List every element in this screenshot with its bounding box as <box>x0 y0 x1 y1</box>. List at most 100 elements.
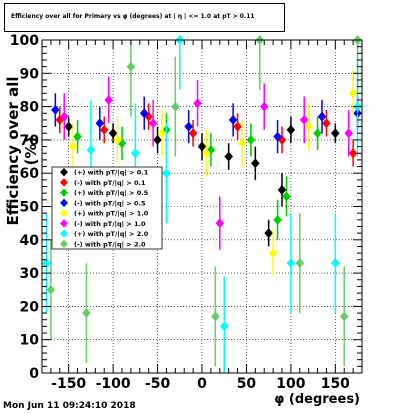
y-tick-label: 20 <box>20 299 40 315</box>
x-tick-label: 150 <box>321 376 350 392</box>
legend-marker <box>60 168 68 177</box>
data-point <box>202 148 211 159</box>
plot-area <box>42 35 362 373</box>
y-tick-label: 30 <box>20 266 40 282</box>
data-point <box>348 88 358 99</box>
data-point <box>64 121 73 132</box>
data-point <box>157 128 167 139</box>
data-point <box>59 111 69 122</box>
x-tick-label: 100 <box>276 376 305 392</box>
series-0 <box>64 116 340 247</box>
x-tick-label: -50 <box>145 376 171 392</box>
data-point <box>104 94 113 105</box>
data-point <box>193 98 202 109</box>
y-tick-label: 60 <box>20 166 40 182</box>
data-point <box>131 148 140 159</box>
data-point <box>82 308 91 319</box>
y-tick-label: 0 <box>29 366 39 382</box>
data-point <box>246 134 256 145</box>
data-point <box>224 151 233 162</box>
x-tick-label: -150 <box>51 376 86 392</box>
y-axis-label: Efficiency over all (%) <box>4 76 40 226</box>
data-point <box>188 128 198 139</box>
legend-marker <box>60 239 68 248</box>
legend-marker <box>60 229 68 238</box>
data-point <box>344 128 353 139</box>
data-point <box>108 128 118 139</box>
data-point <box>299 114 309 125</box>
data-point <box>273 131 282 142</box>
title-box: Efficiency over all for Primary vs φ (de… <box>4 3 285 32</box>
data-point <box>331 258 340 269</box>
legend-label: (-) with pT/|q| > 2.0 <box>74 240 146 249</box>
data-point <box>139 108 149 119</box>
data-point <box>215 218 225 229</box>
data-point <box>171 101 180 112</box>
data-point <box>51 104 60 115</box>
data-point <box>268 248 278 259</box>
legend-label: (+) with pT/|q| > 0.5 <box>74 189 149 198</box>
legend: (+) with pT/|q| > 0.1(-) with pT/|q| > 0… <box>51 166 163 250</box>
data-point <box>237 138 247 149</box>
data-point <box>282 191 291 202</box>
timestamp: Mon Jun 11 09:24:10 2018 <box>3 401 136 411</box>
legend-label: (+) with pT/|q| > 0.1 <box>74 169 149 178</box>
legend-marker <box>60 178 68 187</box>
legend-box <box>51 166 163 250</box>
data-point <box>313 128 322 139</box>
legend-label: (-) with pT/|q| > 0.1 <box>74 179 146 188</box>
data-point <box>286 258 296 269</box>
y-tick-label: 50 <box>20 200 40 216</box>
data-point <box>126 61 136 72</box>
legend-label: (+) with pT/|q| > 2.0 <box>74 230 149 239</box>
data-point <box>162 168 171 179</box>
data-point <box>264 228 273 239</box>
legend-marker <box>60 188 68 197</box>
data-point <box>251 158 260 169</box>
y-tick-label: 80 <box>20 100 40 116</box>
data-point <box>99 124 109 135</box>
x-tick-label: 0 <box>197 376 207 392</box>
data-point <box>211 311 220 322</box>
data-point <box>233 121 242 132</box>
legend-label: (+) with pT/|q| > 1.0 <box>74 210 149 219</box>
data-point <box>148 118 158 129</box>
data-point <box>113 134 122 145</box>
series-4 <box>68 69 358 277</box>
data-point <box>46 284 56 295</box>
data-point <box>273 214 282 225</box>
data-point <box>322 118 331 129</box>
chart-axes: -150 -100 -50 0 50 100 150 0 10 20 30 40 50 60 70 80 90 1… <box>10 33 363 392</box>
data-point <box>339 311 349 322</box>
data-point <box>277 184 287 195</box>
data-point <box>259 101 269 112</box>
data-point <box>95 118 105 129</box>
data-point <box>219 321 229 332</box>
series-3 <box>51 93 362 154</box>
x-tick-label: 50 <box>237 376 257 392</box>
data-point <box>184 121 193 132</box>
legend-marker <box>60 198 68 207</box>
data-point <box>304 121 313 132</box>
x-axis-label: φ (degrees) <box>274 392 360 407</box>
data-point <box>331 128 340 139</box>
series-7 <box>46 35 362 367</box>
data-point <box>295 258 305 269</box>
data-point <box>73 131 82 142</box>
data-point <box>68 141 78 152</box>
data-point <box>228 114 238 125</box>
y-tick-label: 40 <box>20 233 40 249</box>
chart-title: Efficiency over all for Primary vs φ (de… <box>11 13 255 20</box>
y-tick-label: 10 <box>20 333 40 349</box>
data-point <box>153 134 162 145</box>
legend-label: (-) with pT/|q| > 1.0 <box>74 220 146 229</box>
legend-marker <box>60 209 68 218</box>
series-5 <box>59 76 353 250</box>
data-point <box>42 258 51 269</box>
y-tick-label: 100 <box>10 33 39 49</box>
data-point <box>197 141 207 152</box>
legend-marker <box>60 219 68 228</box>
y-tick-label: 90 <box>20 66 40 82</box>
data-point <box>348 148 358 159</box>
